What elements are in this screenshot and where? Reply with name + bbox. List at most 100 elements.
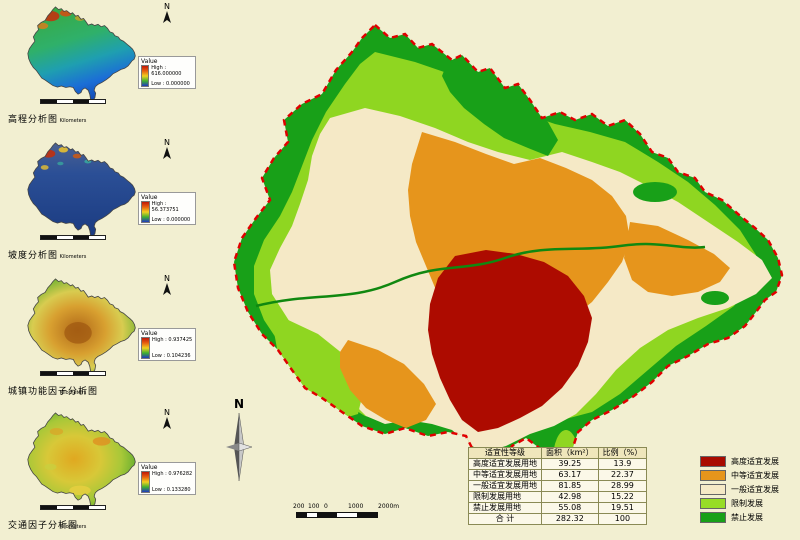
legend-label: 一般适宜发展 (731, 485, 779, 494)
zone-medium-southwest (340, 340, 436, 428)
mini-scalebar: Kilometers (28, 235, 118, 260)
north-arrow: N (160, 139, 174, 161)
legend-high-value: High : 616.000000 (151, 65, 182, 77)
legend-low-value: Low : 0.000000 (151, 81, 190, 87)
north-arrow-icon (163, 417, 171, 429)
scalebar-unit: Kilometers (59, 254, 87, 260)
legend-low-value: Low : 0.104236 (152, 353, 191, 359)
forbidden-patch (633, 182, 677, 202)
legend-high-value: High : 56.373751 (151, 201, 179, 213)
scale-tick: 2000m (378, 503, 400, 510)
map-legend: 高度适宜发展 中等适宜发展 一般适宜发展 限制发展 禁止发展 (700, 456, 779, 526)
col-grade: 适宜性等级 (468, 447, 542, 459)
traffic-factor-map (27, 412, 136, 507)
col-area: 面积（km²） (541, 447, 599, 459)
table-row: 一般适宜发展用地 81.85 28.99 (468, 480, 648, 492)
north-label: N (233, 397, 245, 411)
road-line (255, 242, 706, 308)
north-arrow-icon (163, 283, 171, 295)
panel-title: 高程分析图 (8, 115, 59, 125)
north-label: N (164, 274, 170, 283)
mini-scalebar: Kilometers (28, 99, 118, 124)
table-row: 中等适宜发展用地 63.17 22.37 (468, 469, 648, 481)
urban-factor-map (27, 278, 136, 373)
scalebar-unit: Kilometers (59, 390, 87, 396)
color-ramp (141, 201, 150, 223)
legend-label: 限制发展 (731, 499, 763, 508)
scale-tick: 1000 (348, 503, 364, 510)
legend-swatch-medium (700, 470, 726, 481)
legend-item: 限制发展 (700, 498, 779, 509)
mini-scalebar: Kilometers (28, 371, 118, 396)
legend-high-value: High : 0.976282 (152, 471, 193, 477)
color-ramp (141, 337, 150, 359)
legend-swatch-general (700, 484, 726, 495)
color-ramp (141, 65, 150, 87)
legend-title: Value (141, 464, 158, 471)
scalebar-unit: Kilometers (59, 118, 87, 124)
north-label: N (164, 408, 170, 417)
north-arrow-icon (163, 147, 171, 159)
compass-icon (226, 412, 253, 482)
legend-title: Value (141, 58, 158, 65)
table-row: 高度适宜发展用地 39.25 13.9 (468, 458, 648, 470)
forbidden-patch (701, 291, 729, 305)
zone-high (428, 250, 592, 432)
compass: N (222, 398, 256, 487)
table-header-row: 适宜性等级 面积（km²） 比例（%） (468, 447, 648, 459)
value-legend: Value High : 0.976282 Low : 0.133280 (138, 462, 196, 495)
legend-title: Value (141, 194, 158, 201)
slope-map (27, 142, 136, 237)
panel-slope: N Value High : 56.373751 Low : 0.000000 … (2, 136, 198, 270)
north-arrow: N (160, 409, 174, 431)
color-ramp (141, 471, 150, 493)
table-row: 禁止发展用地 55.08 19.51 (468, 502, 648, 514)
col-ratio: 比例（%） (597, 447, 648, 459)
legend-swatch-forbidden (700, 512, 726, 523)
panel-title: 城镇功能因子分析图 (8, 387, 99, 397)
panel-elevation: N Value High : 616.000000 Low : 0.000000… (2, 0, 198, 134)
value-legend: Value High : 56.373751 Low : 0.000000 (138, 192, 196, 225)
value-legend: Value High : 616.000000 Low : 0.000000 (138, 56, 196, 89)
table-row: 限制发展用地 42.98 15.22 (468, 491, 648, 503)
legend-swatch-high (700, 456, 726, 467)
legend-label: 禁止发展 (731, 513, 763, 522)
zone-forbidden-north-patch (442, 60, 558, 156)
legend-item: 高度适宜发展 (700, 456, 779, 467)
legend-swatch-restricted (700, 498, 726, 509)
suitability-table: 适宜性等级 面积（km²） 比例（%） 高度适宜发展用地 39.25 13.9 中等… (468, 447, 648, 525)
panel-urban-factor: N Value High : 0.937425 Low : 0.104236 K… (2, 272, 198, 406)
legend-label: 中等适宜发展 (731, 471, 779, 480)
main-scalebar: 200 100 0 1000 2000m (293, 503, 416, 521)
zone-restricted-patch (274, 318, 364, 420)
forbidden-patch (548, 100, 572, 112)
table-row-total: 合 计 282.32 100 (468, 513, 648, 525)
north-arrow: N (160, 3, 174, 25)
scalebar-bar (296, 512, 378, 518)
legend-high-value: High : 0.937425 (152, 337, 193, 343)
panel-traffic-factor: N Value High : 0.976282 Low : 0.133280 K… (2, 406, 198, 540)
elevation-map (27, 6, 136, 101)
legend-label: 高度适宜发展 (731, 457, 779, 466)
legend-title: Value (141, 330, 158, 337)
legend-item: 中等适宜发展 (700, 470, 779, 481)
legend-item: 禁止发展 (700, 512, 779, 523)
scale-tick: 0 (324, 503, 328, 510)
scalebar-unit: Kilometers (59, 524, 87, 530)
legend-low-value: Low : 0.000000 (151, 217, 191, 223)
value-legend: Value High : 0.937425 Low : 0.104236 (138, 328, 196, 361)
north-arrow-icon (163, 11, 171, 23)
north-label: N (164, 138, 170, 147)
mini-scalebar: Kilometers (28, 505, 118, 530)
north-arrow: N (160, 275, 174, 297)
scale-tick: 200 (293, 503, 305, 510)
legend-low-value: Low : 0.133280 (152, 487, 191, 493)
scale-tick: 100 (308, 503, 320, 510)
panel-title: 坡度分析图 (8, 251, 59, 261)
north-label: N (164, 2, 170, 11)
panel-title: 交通因子分析图 (8, 521, 79, 531)
zone-medium-arm (624, 222, 730, 296)
legend-item: 一般适宜发展 (700, 484, 779, 495)
suitability-map (232, 23, 784, 504)
